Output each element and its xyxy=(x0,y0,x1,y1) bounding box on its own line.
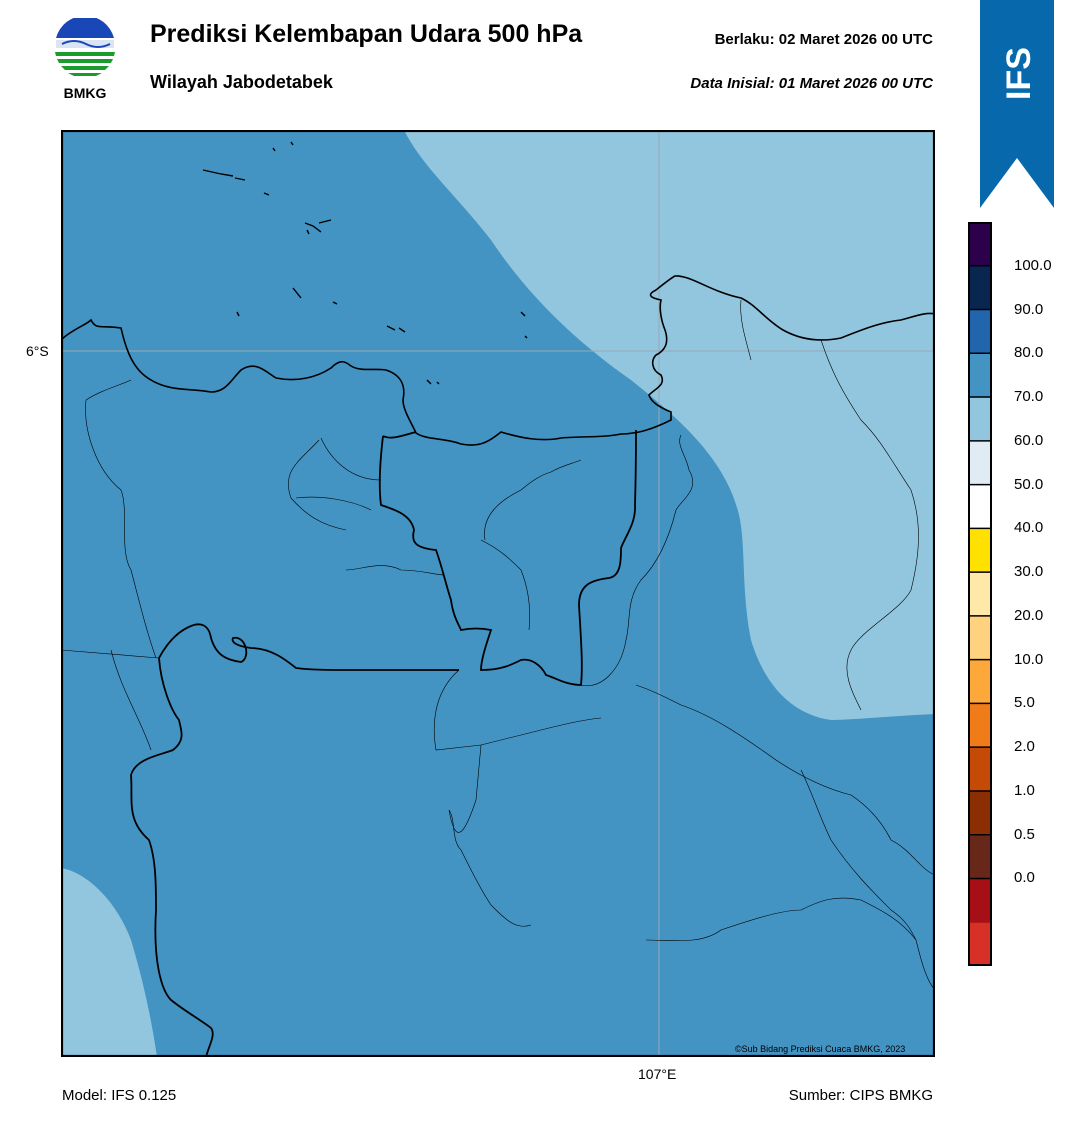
colorbar-tick-label: 50.0 xyxy=(1014,475,1044,493)
colorbar-segment xyxy=(968,922,992,966)
colorbar-tick-label: 20.0 xyxy=(1014,606,1044,624)
latitude-label: 6°S xyxy=(26,343,49,359)
colorbar-segment xyxy=(968,572,992,617)
colorbar-segment xyxy=(968,790,992,836)
colorbar-segment xyxy=(968,659,992,704)
humidity-colorbar xyxy=(968,222,992,966)
colorbar-tick-label: 2.0 xyxy=(1014,738,1035,756)
colorbar-segment xyxy=(968,353,992,398)
colorbar-tick-label: 10.0 xyxy=(1014,650,1044,668)
colorbar-tick-label: 30.0 xyxy=(1014,563,1044,581)
colorbar-segment xyxy=(968,484,992,529)
colorbar-segment xyxy=(968,528,992,573)
ifs-badge-text: IFS xyxy=(1000,47,1038,100)
longitude-label: 107°E xyxy=(638,1066,677,1082)
map-frame xyxy=(61,130,935,1057)
colorbar-segment xyxy=(968,397,992,442)
colorbar-tick-label: 1.0 xyxy=(1014,781,1035,799)
ifs-ribbon: IFS xyxy=(980,0,1054,208)
colorbar-segment xyxy=(968,878,992,923)
map-credit: ©Sub Bidang Prediksi Cuaca BMKG, 2023 xyxy=(735,1044,906,1054)
colorbar-segment xyxy=(968,265,992,311)
initial-data-time: Data Inisial: 01 Maret 2026 00 UTC xyxy=(690,75,933,92)
humidity-zone-60-70-south-west xyxy=(61,868,157,1057)
humidity-zone-60-70-north-east xyxy=(404,130,935,720)
humidity-map xyxy=(61,130,935,1057)
source-label: Sumber: CIPS BMKG xyxy=(788,1087,933,1104)
logo-text: BMKG xyxy=(64,85,107,101)
map-title: Prediksi Kelembapan Udara 500 hPa xyxy=(150,20,583,48)
valid-time: Berlaku: 02 Maret 2026 00 UTC xyxy=(714,31,933,48)
colorbar-segment xyxy=(968,440,992,486)
colorbar-tick-label: 80.0 xyxy=(1014,344,1044,362)
province-border xyxy=(378,429,637,686)
colorbar-segment xyxy=(968,309,992,354)
colorbar-tick-label: 0.0 xyxy=(1014,869,1035,887)
colorbar-tick-label: 90.0 xyxy=(1014,300,1044,318)
colorbar-segment xyxy=(968,703,992,748)
colorbar-segments xyxy=(968,222,992,966)
colorbar-tick-label: 5.0 xyxy=(1014,694,1035,712)
province-border-inner xyxy=(382,431,417,439)
province-border-west xyxy=(130,623,459,1057)
colorbar-tick-label: 60.0 xyxy=(1014,431,1044,449)
colorbar-tick-label: 40.0 xyxy=(1014,519,1044,537)
colorbar-tick-label: 70.0 xyxy=(1014,388,1044,406)
colorbar-segment xyxy=(968,615,992,661)
colorbar-segment xyxy=(968,834,992,879)
coastline xyxy=(61,275,935,446)
thousand-islands xyxy=(202,141,528,385)
map-subtitle: Wilayah Jabodetabek xyxy=(150,72,333,92)
regency-borders xyxy=(61,299,935,991)
colorbar-segment xyxy=(968,222,992,267)
colorbar-tick-label: 100.0 xyxy=(1014,256,1052,274)
bmkg-logo: BMKG xyxy=(55,18,115,101)
colorbar-tick-label: 0.5 xyxy=(1014,825,1035,843)
model-label: Model: IFS 0.125 xyxy=(62,1087,177,1104)
colorbar-segment xyxy=(968,747,992,792)
